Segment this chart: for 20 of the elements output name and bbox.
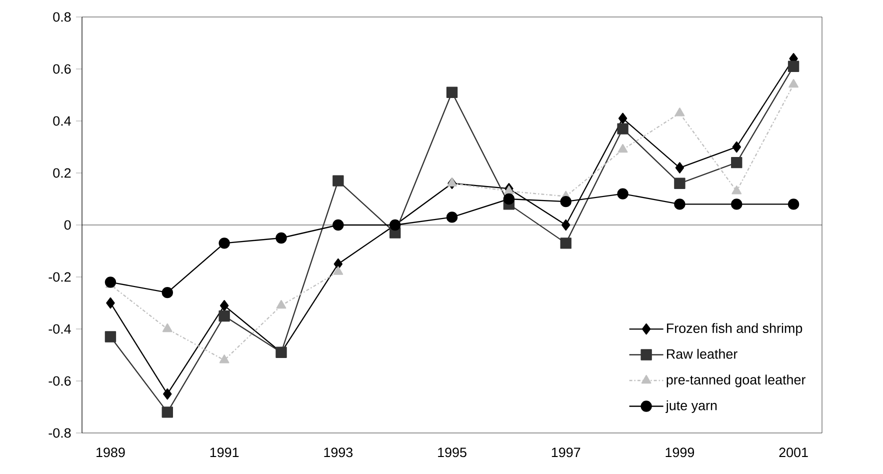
x-tick-label: 1989 <box>96 448 125 458</box>
x-tick-label: 1995 <box>438 448 466 458</box>
y-tick-label: 0.8 <box>53 12 71 22</box>
x-tick-label: 1997 <box>552 448 580 458</box>
x-tick-label: 1999 <box>666 448 694 458</box>
y-tick-label: 0.2 <box>53 168 71 178</box>
legend-label: Raw leather <box>667 348 738 359</box>
legend-label: Frozen fish and shrimp <box>667 323 802 336</box>
legend-label: pre-tanned goat leather <box>666 374 806 388</box>
y-tick-label: -0.8 <box>48 428 71 438</box>
legend-label: jute yarn <box>666 400 717 413</box>
y-tick-label: -0.6 <box>48 376 71 386</box>
y-tick-label: -0.4 <box>48 324 71 334</box>
y-tick-label: -0.2 <box>48 272 71 282</box>
y-tick-label: 0.6 <box>53 64 71 74</box>
x-tick-label: 1993 <box>324 448 353 458</box>
y-tick-label: 0.4 <box>53 116 71 126</box>
x-tick-label: 1991 <box>210 448 239 458</box>
y-tick-label: 0 <box>64 220 71 230</box>
x-tick-label: 2001 <box>779 448 808 458</box>
